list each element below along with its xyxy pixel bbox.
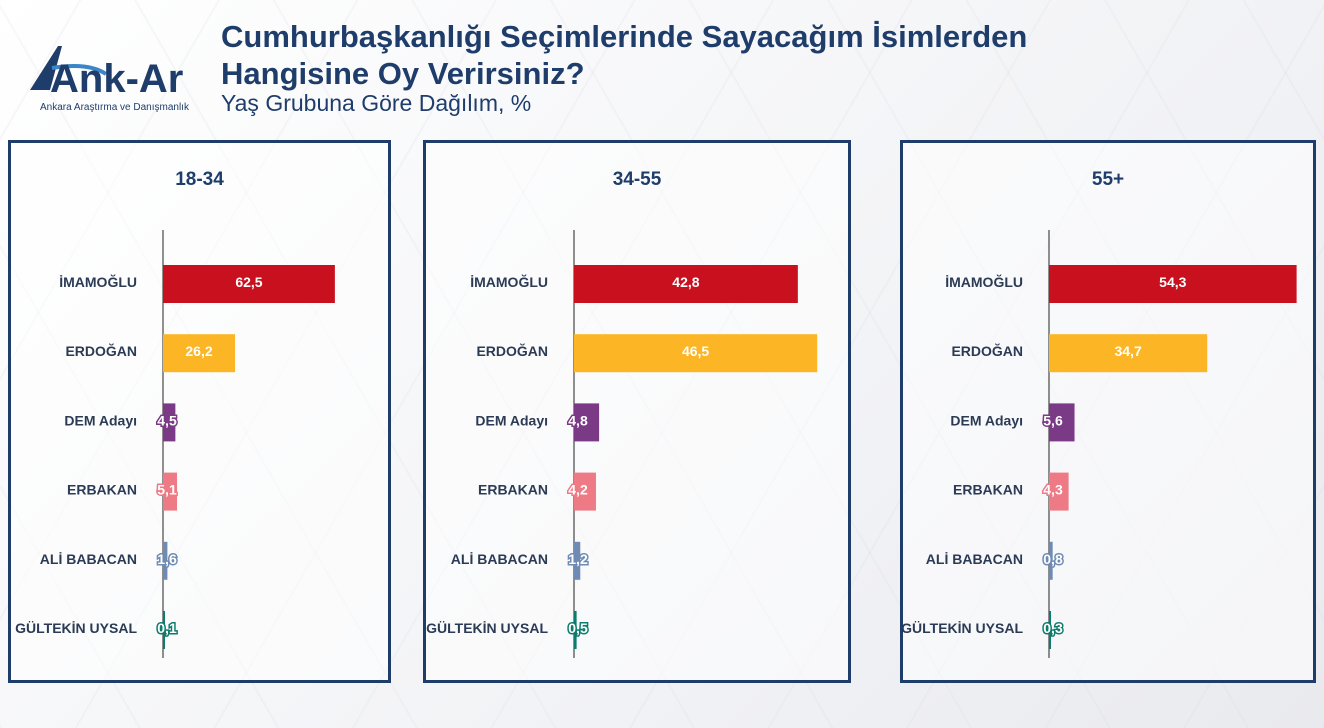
bar	[1049, 265, 1297, 303]
bar	[574, 472, 596, 511]
bar	[574, 541, 581, 580]
data-label: 4,5	[157, 412, 177, 428]
category-label: ERDOĞAN	[476, 342, 548, 359]
bar	[574, 265, 798, 303]
data-label: 46,5	[682, 343, 709, 359]
chart-panel-55-plus: 55+ İMAMOĞLU 54,3 ERDOĞAN 34,7 DEM Adayı 5,6 E…	[900, 140, 1316, 683]
category-label: İMAMOĞLU	[945, 273, 1023, 290]
category-label: DEM Adayı	[475, 412, 548, 428]
data-label: 0,1	[157, 620, 177, 636]
data-label: 5,6	[1043, 412, 1063, 428]
bar-chart: İMAMOĞLU 42,8 ERDOĞAN 46,5 DEM Adayı 4,8 ERBAK…	[426, 230, 818, 658]
data-label: 54,3	[1159, 274, 1186, 290]
data-label: 4,3	[1043, 482, 1063, 498]
category-label: ERBAKAN	[67, 482, 137, 498]
bar-chart: İMAMOĞLU 54,3 ERDOĞAN 34,7 DEM Adayı 5,6 ERBAK…	[903, 230, 1297, 658]
logo-text: Ank-Ar	[50, 57, 183, 101]
bar	[574, 334, 818, 373]
category-label: DEM Adayı	[64, 412, 137, 428]
data-label: 5,1	[157, 482, 177, 498]
category-label: ERBAKAN	[953, 482, 1023, 498]
panel-title: 55+	[1091, 169, 1125, 190]
data-label: 34,7	[1114, 343, 1141, 359]
chart-panel-34-55: 34-55 İMAMOĞLU 42,8 ERDOĞAN 46,5 DEM Adayı 4,…	[423, 140, 851, 683]
bar	[1049, 472, 1069, 511]
category-label: ERDOĞAN	[65, 342, 137, 359]
data-label: 26,2	[185, 343, 212, 359]
bar	[1049, 611, 1051, 649]
data-label: 1,6	[157, 551, 177, 567]
data-label: 42,8	[672, 274, 699, 290]
bar	[163, 611, 165, 649]
category-label: GÜLTEKİN UYSAL	[426, 620, 548, 636]
title-line-1: Cumhurbaşkanlığı Seçimlerinde Sayacağım …	[221, 19, 1028, 54]
bar	[163, 334, 236, 373]
bar	[163, 265, 335, 303]
bar	[1049, 541, 1053, 580]
page-subtitle: Yaş Grubuna Göre Dağılım, %	[221, 90, 532, 116]
bar-chart: İMAMOĞLU 62,5 ERDOĞAN 26,2 DEM Adayı 4,5 ERBAK…	[15, 230, 335, 658]
page-title: Cumhurbaşkanlığı Seçimlerinde Sayacağım …	[221, 18, 1221, 92]
bar	[1049, 334, 1208, 373]
chart-panel-18-34: 18-34 İMAMOĞLU 62,5 ERDOĞAN 26,2 DEM Adayı 4,…	[8, 140, 391, 683]
data-label: 1,2	[568, 551, 588, 567]
category-label: ERBAKAN	[478, 482, 548, 498]
title-line-2: Hangisine Oy Verirsiniz?	[221, 56, 585, 91]
bar	[163, 472, 178, 511]
category-label: İMAMOĞLU	[59, 273, 137, 290]
bar	[574, 403, 600, 442]
panel-title: 18-34	[175, 169, 224, 190]
data-label: 0,5	[568, 620, 588, 636]
data-label: 0,8	[1043, 551, 1063, 567]
data-label: 0,3	[1043, 620, 1063, 636]
category-label: GÜLTEKİN UYSAL	[903, 620, 1023, 636]
bar	[163, 541, 168, 580]
category-label: GÜLTEKİN UYSAL	[15, 620, 137, 636]
logo-tagline: Ankara Araştırma ve Danışmanlık	[40, 102, 189, 113]
bar	[1049, 403, 1075, 442]
category-label: ALİ BABACAN	[926, 551, 1023, 567]
category-label: ALİ BABACAN	[451, 551, 548, 567]
bar	[574, 611, 577, 649]
panel-title: 34-55	[612, 169, 662, 190]
bar	[163, 403, 176, 442]
category-label: İMAMOĞLU	[470, 273, 548, 290]
data-label: 4,8	[568, 412, 588, 428]
category-label: ERDOĞAN	[951, 342, 1023, 359]
data-label: 4,2	[568, 482, 588, 498]
category-label: DEM Adayı	[950, 412, 1023, 428]
company-logo: Ank-Ar	[30, 46, 183, 101]
data-label: 62,5	[235, 274, 262, 290]
category-label: ALİ BABACAN	[40, 551, 137, 567]
